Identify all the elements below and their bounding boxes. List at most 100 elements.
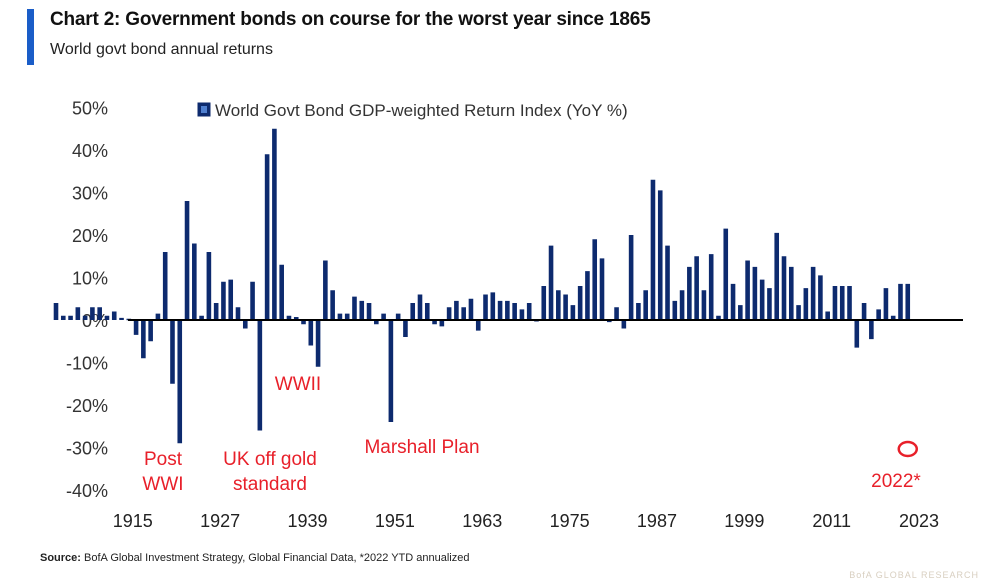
bar-2005 [781,256,787,320]
source-note: Source: BofA Global Investment Strategy,… [40,552,469,564]
highlight-circle [897,440,919,458]
bar-1973 [548,245,554,320]
source-text: BofA Global Investment Strategy, Global … [84,552,470,564]
legend-swatch-inner [201,106,207,113]
y-tick-label: 10% [72,269,108,289]
bar-1954 [410,303,416,320]
bar-1948 [366,303,372,320]
bar-1908 [75,307,81,320]
bar-1959 [446,307,452,320]
y-tick-label: 50% [72,99,108,119]
bar-2000 [745,260,750,320]
bar-2012 [832,286,838,320]
bar-2011 [825,311,830,320]
bar-1912 [104,315,110,320]
bar-1922 [177,320,183,444]
annotation-label: WWI [142,474,183,495]
bar-2008 [803,288,809,320]
bar-1992 [687,266,692,320]
bar-1970 [526,303,532,320]
x-tick-label: 1963 [462,511,502,531]
bar-1949 [374,320,379,325]
bar-2006 [788,266,794,320]
watermark: BofA GLOBAL RESEARCH [849,570,979,580]
bar-1995 [708,254,714,320]
bar-1905 [53,303,59,320]
annotation-label: 2022* [871,471,921,492]
y-tick-label: 20% [72,226,108,246]
bar-1931 [242,320,248,329]
y-tick-label: -40% [66,481,108,501]
bar-1938 [293,317,299,320]
bar-1978 [585,271,590,320]
y-tick-label: 0% [82,311,108,331]
bar-1942 [323,260,328,320]
bar-1988 [657,190,663,320]
bar-1916 [133,320,139,335]
bar-1975 [563,294,568,320]
bar-1914 [119,317,124,320]
bar-1963 [475,320,481,331]
source-label: Source: [40,552,81,564]
bar-1906 [60,315,66,320]
bar-1947 [359,300,365,320]
bar-2017 [869,320,874,340]
legend-label: World Govt Bond GDP-weighted Return Inde… [215,101,628,120]
annotation-label: WWII [275,374,321,395]
bar-1998 [730,283,736,320]
title-accent-bar [27,9,34,65]
bar-1940 [308,320,314,346]
bar-1921 [170,320,175,384]
bar-1927 [213,303,219,320]
bar-1957 [432,320,437,325]
bar-1999 [738,305,743,320]
bar-1907 [68,315,73,320]
y-tick-label: 40% [72,141,108,161]
bar-1986 [643,290,648,320]
bar-1983 [621,320,627,329]
bar-1944 [337,313,343,320]
y-tick-label: -20% [66,396,108,416]
bar-1919 [155,313,161,320]
bar-1933 [257,320,263,431]
bar-1987 [650,179,656,320]
bar-1980 [599,258,605,320]
bar-1939 [301,320,306,325]
bar-1943 [330,290,335,320]
bar-1961 [461,307,466,320]
bar-1965 [490,292,496,320]
bar-1985 [636,303,641,320]
bar-2020 [890,315,896,320]
bar-1977 [577,286,583,320]
x-tick-label: 1927 [200,511,240,531]
bar-2014 [847,286,852,320]
bar-1946 [352,296,357,320]
bar-1926 [206,252,212,320]
y-tick-label: -10% [66,354,108,374]
x-tick-label: 1939 [287,511,327,531]
bar-2019 [883,288,889,320]
bar-1972 [541,286,547,320]
bar-2009 [810,266,816,320]
x-tick-label: 1987 [637,511,677,531]
bar-1979 [592,239,598,320]
bar-2002 [759,279,765,320]
bar-1920 [162,252,168,320]
bar-1989 [665,245,670,320]
bar-1951 [388,320,394,422]
bar-1962 [468,298,474,320]
bar-1955 [417,294,423,320]
bar-1997 [723,228,729,320]
bar-1964 [483,294,488,320]
y-tick-label: -30% [66,439,108,459]
bar-1953 [403,320,408,337]
bar-2010 [818,275,823,320]
bar-1981 [606,320,612,323]
bar-1993 [694,256,699,320]
bar-1934 [264,154,270,320]
bar-1918 [148,320,153,342]
bar-1917 [141,320,146,359]
bar-1991 [679,290,685,320]
annotation-label: Post [144,449,183,470]
